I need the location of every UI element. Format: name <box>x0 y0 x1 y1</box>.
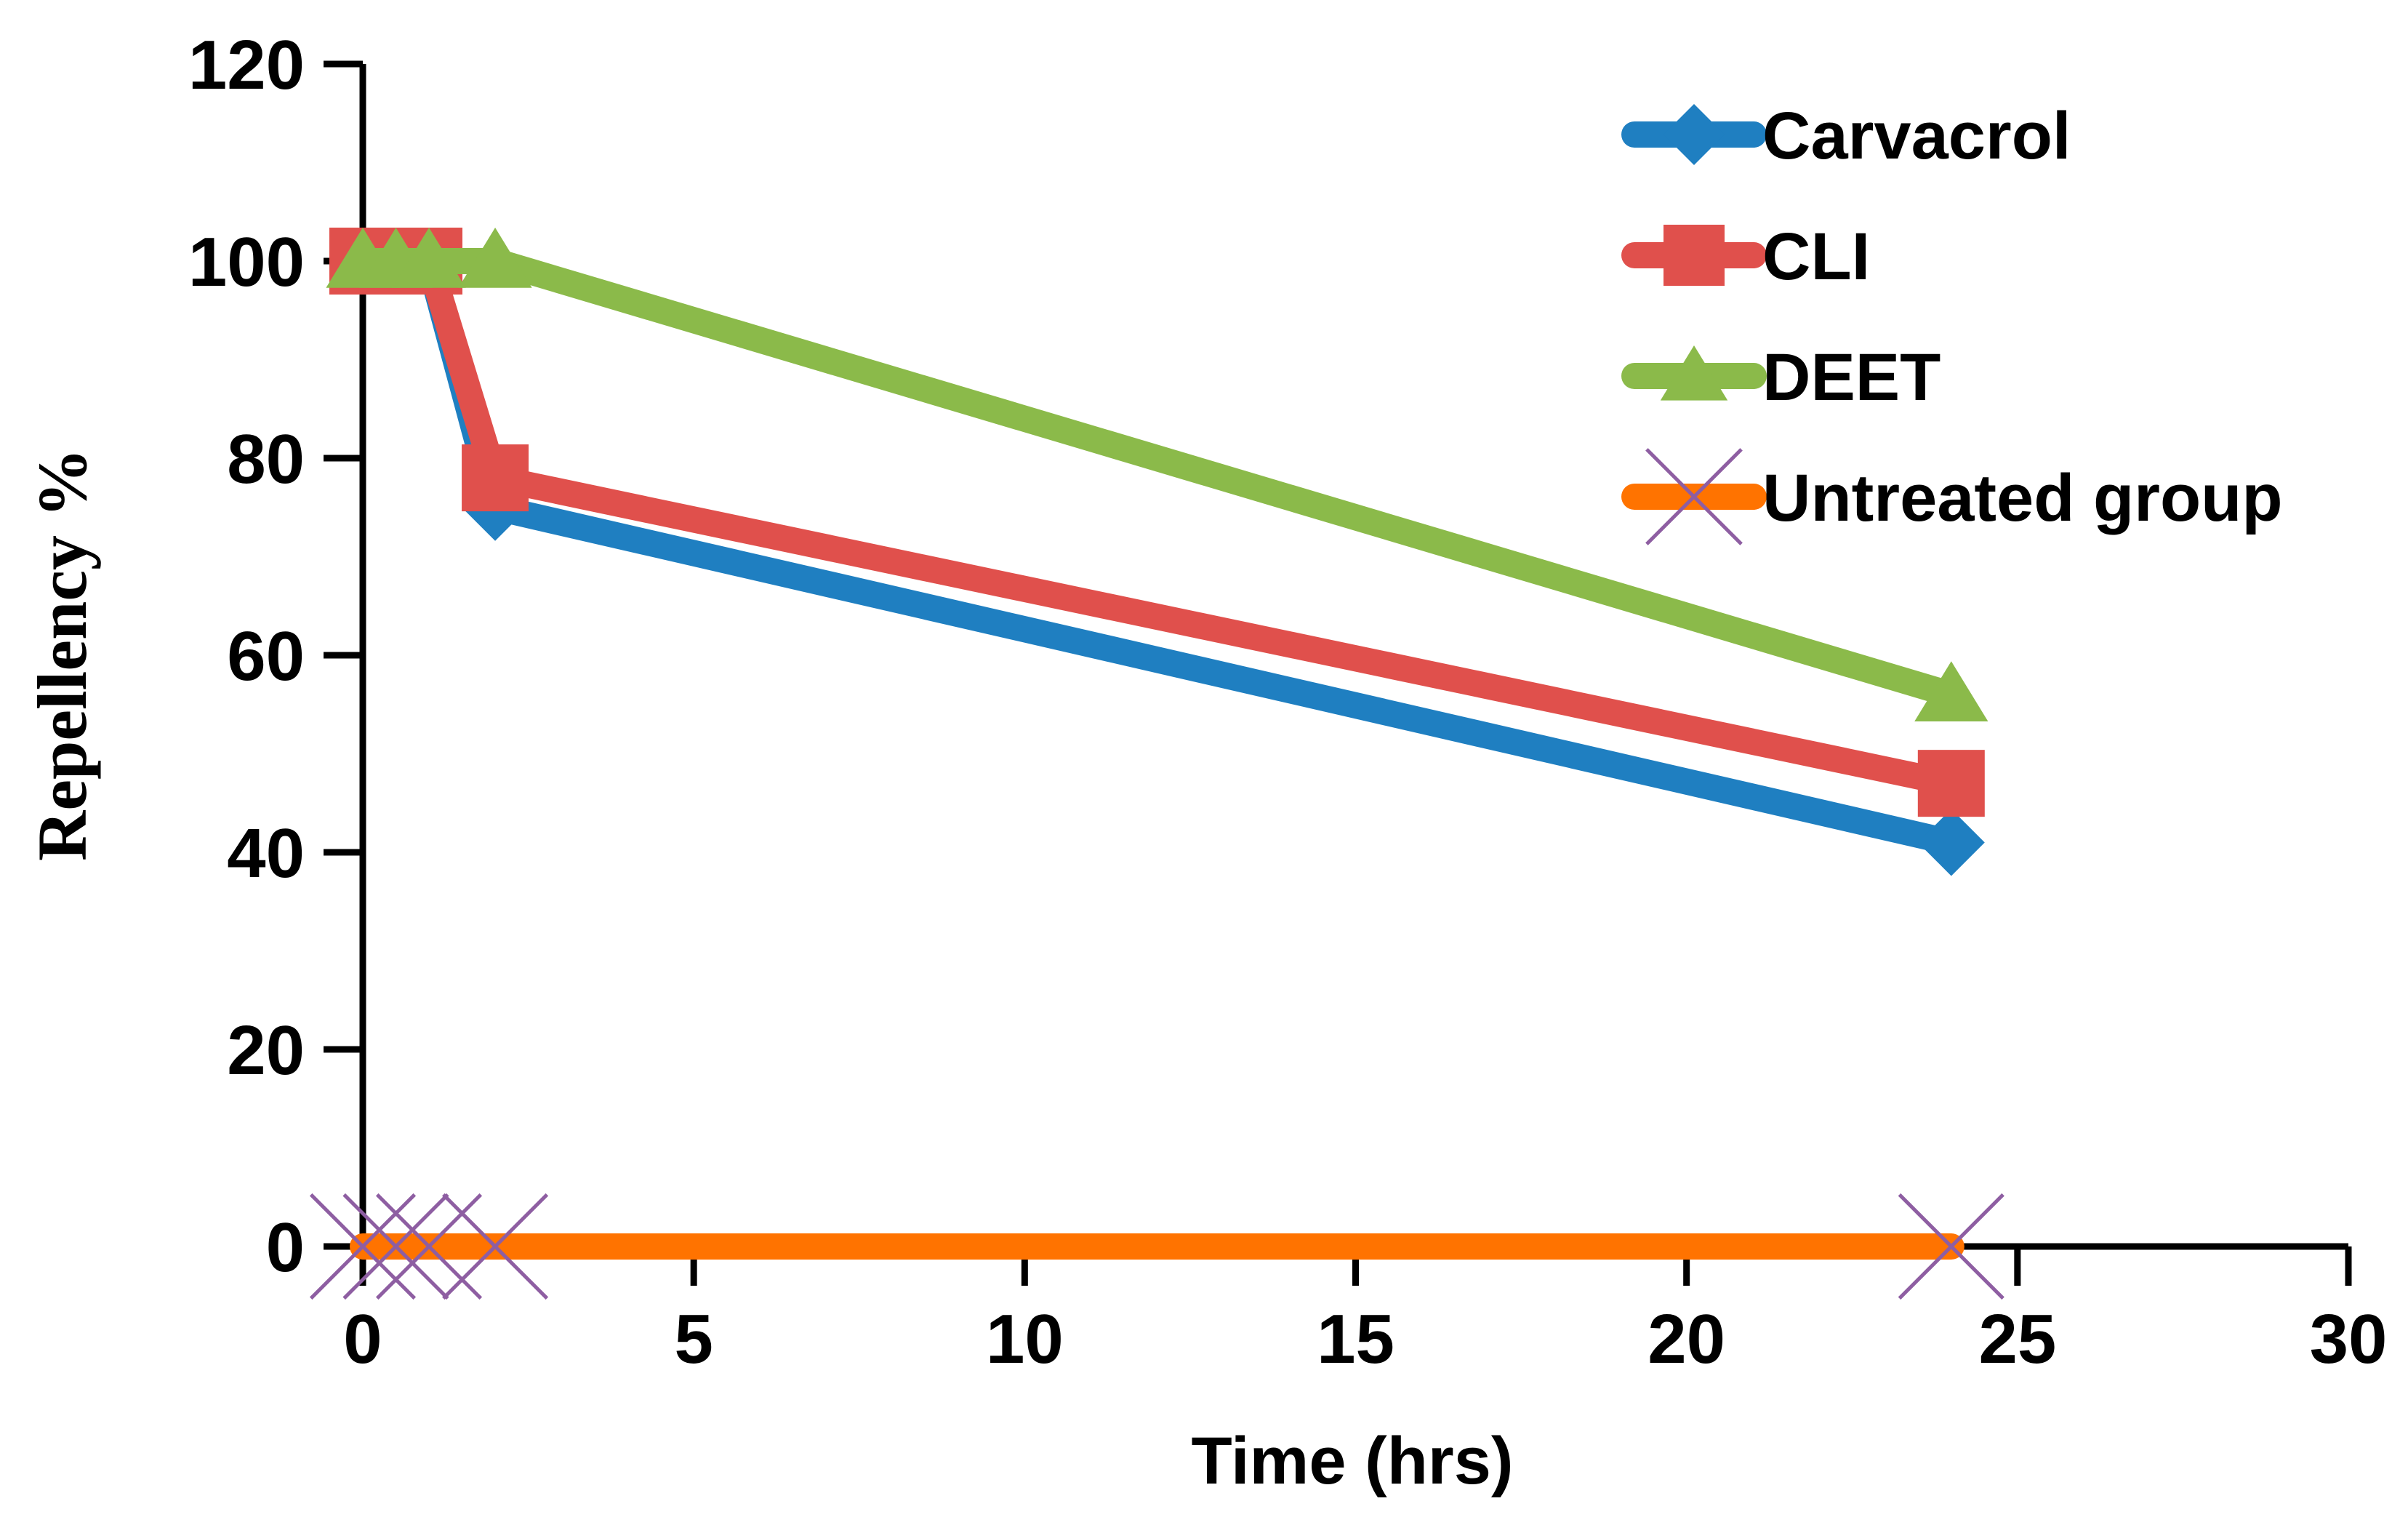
data-point <box>1914 661 1988 721</box>
x-tick-label: 10 <box>986 1300 1064 1378</box>
y-tick-label: 100 <box>188 223 305 301</box>
x-tick-label: 30 <box>2310 1300 2388 1378</box>
x-axis-title: Time (hrs) <box>1191 1424 1513 1498</box>
legend-label: Untreated group <box>1762 461 2283 535</box>
legend-label: CLI <box>1762 220 1870 294</box>
data-point <box>1917 809 1985 876</box>
series-line <box>350 248 1964 856</box>
y-axis-title: Repellency % <box>23 448 101 861</box>
legend-item-cli: CLI <box>1621 220 1870 294</box>
y-tick-label: 40 <box>227 814 305 892</box>
data-point <box>1898 1193 2004 1300</box>
y-tick-label: 20 <box>227 1012 305 1089</box>
data-point <box>1663 225 1725 286</box>
data-point <box>342 1193 449 1300</box>
series-carvacrol <box>329 228 1985 876</box>
data-point <box>375 1193 483 1300</box>
x-tick-label: 25 <box>1978 1300 2056 1378</box>
data-point <box>462 444 529 512</box>
y-tick-label: 80 <box>227 420 305 498</box>
series-untreated-group <box>309 1193 2004 1300</box>
data-point <box>1917 750 1985 817</box>
legend-item-carvacrol: Carvacrol <box>1621 99 2071 173</box>
data-point <box>1645 448 1743 545</box>
legend-item-deet: DEET <box>1621 340 1941 415</box>
y-tick-label: 0 <box>266 1209 305 1286</box>
legend-label: Carvacrol <box>1762 99 2071 173</box>
data-point <box>1663 104 1725 165</box>
data-point <box>458 228 532 288</box>
series-layer <box>309 228 2004 1300</box>
y-tick-label: 60 <box>227 617 305 695</box>
data-point <box>309 1193 417 1300</box>
x-tick-label: 20 <box>1648 1300 1725 1378</box>
data-point <box>1660 345 1728 401</box>
x-tick-label: 5 <box>674 1300 713 1378</box>
y-tick-label: 120 <box>188 26 305 104</box>
legend-item-untreated-group: Untreated group <box>1621 448 2283 545</box>
x-tick-label: 15 <box>1317 1300 1394 1378</box>
data-point <box>392 228 466 288</box>
legend-label: DEET <box>1762 340 1941 415</box>
x-tick-label: 0 <box>343 1300 382 1378</box>
series-deet <box>326 228 1988 721</box>
data-point <box>441 1193 549 1300</box>
legend: Carvacrol CLI DEET Untreated group <box>1621 99 2283 545</box>
